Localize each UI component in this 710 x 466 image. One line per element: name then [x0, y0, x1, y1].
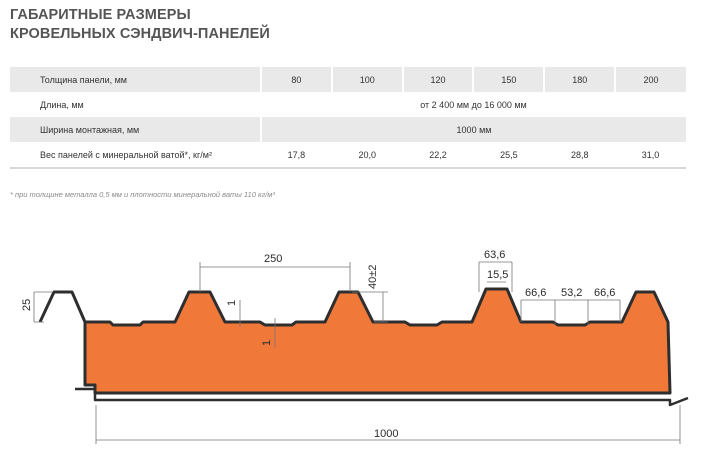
dim-1-lower: 1 [261, 340, 273, 346]
thickness-150: 150 [472, 67, 545, 92]
length-value: от 2 400 мм до 16 000 мм [261, 92, 686, 117]
width-label: Ширина монтажная, мм [10, 117, 261, 142]
dimension-lines [33, 261, 681, 444]
row-length: Длина, мм от 2 400 мм до 16 000 мм [10, 92, 686, 117]
row-weight: Вес панелей с минеральной ватой*, кг/м² … [10, 142, 686, 168]
dim-1-upper: 1 [226, 300, 238, 306]
dimension-labels: 250 40±2 63,6 15,5 66,6 53,2 66,6 25 1 1… [21, 249, 615, 440]
length-label: Длина, мм [10, 92, 261, 117]
weight-80: 17,8 [261, 142, 332, 168]
panel-body [83, 287, 672, 395]
dim-66a: 66,6 [525, 287, 546, 299]
page-title: ГАБАРИТНЫЕ РАЗМЕРЫ КРОВЕЛЬНЫХ СЭНДВИЧ-ПА… [10, 6, 270, 44]
dim-15: 15,5 [487, 269, 508, 281]
dim-63: 63,6 [484, 249, 505, 261]
weight-100: 20,0 [331, 142, 403, 168]
thickness-80: 80 [260, 67, 332, 92]
thickness-180: 180 [543, 67, 616, 92]
footnote: * при толщине металла 0,5 мм и плотности… [10, 190, 275, 199]
title-line-1: ГАБАРИТНЫЕ РАЗМЕРЫ [10, 7, 191, 23]
thickness-120: 120 [401, 67, 474, 92]
weight-150: 25,5 [473, 142, 545, 168]
weight-180: 28,8 [544, 142, 616, 168]
dim-25: 25 [21, 299, 33, 311]
weight-200: 31,0 [615, 142, 686, 168]
thickness-label: Толщина панели, мм [10, 67, 261, 92]
thickness-100: 100 [330, 67, 403, 92]
weight-120: 22,2 [402, 142, 474, 168]
row-width: Ширина монтажная, мм 1000 мм [10, 117, 686, 142]
row-thickness: Толщина панели, мм 80 100 120 150 180 20… [10, 67, 686, 92]
weight-label: Вес панелей с минеральной ватой*, кг/м² [10, 142, 261, 168]
left-lock-rib [38, 290, 87, 323]
bottom-sheet [75, 387, 689, 407]
dim-40: 40±2 [367, 265, 379, 289]
title-line-2: КРОВЕЛЬНЫХ СЭНДВИЧ-ПАНЕЛЕЙ [10, 26, 270, 42]
dim-53: 53,2 [561, 287, 582, 299]
dim-250: 250 [264, 253, 282, 265]
dim-1000: 1000 [374, 428, 398, 440]
thickness-200: 200 [614, 67, 686, 92]
width-value: 1000 мм [260, 117, 686, 142]
dim-66b: 66,6 [594, 287, 615, 299]
spec-table: Толщина панели, мм 80 100 120 150 180 20… [10, 67, 686, 169]
